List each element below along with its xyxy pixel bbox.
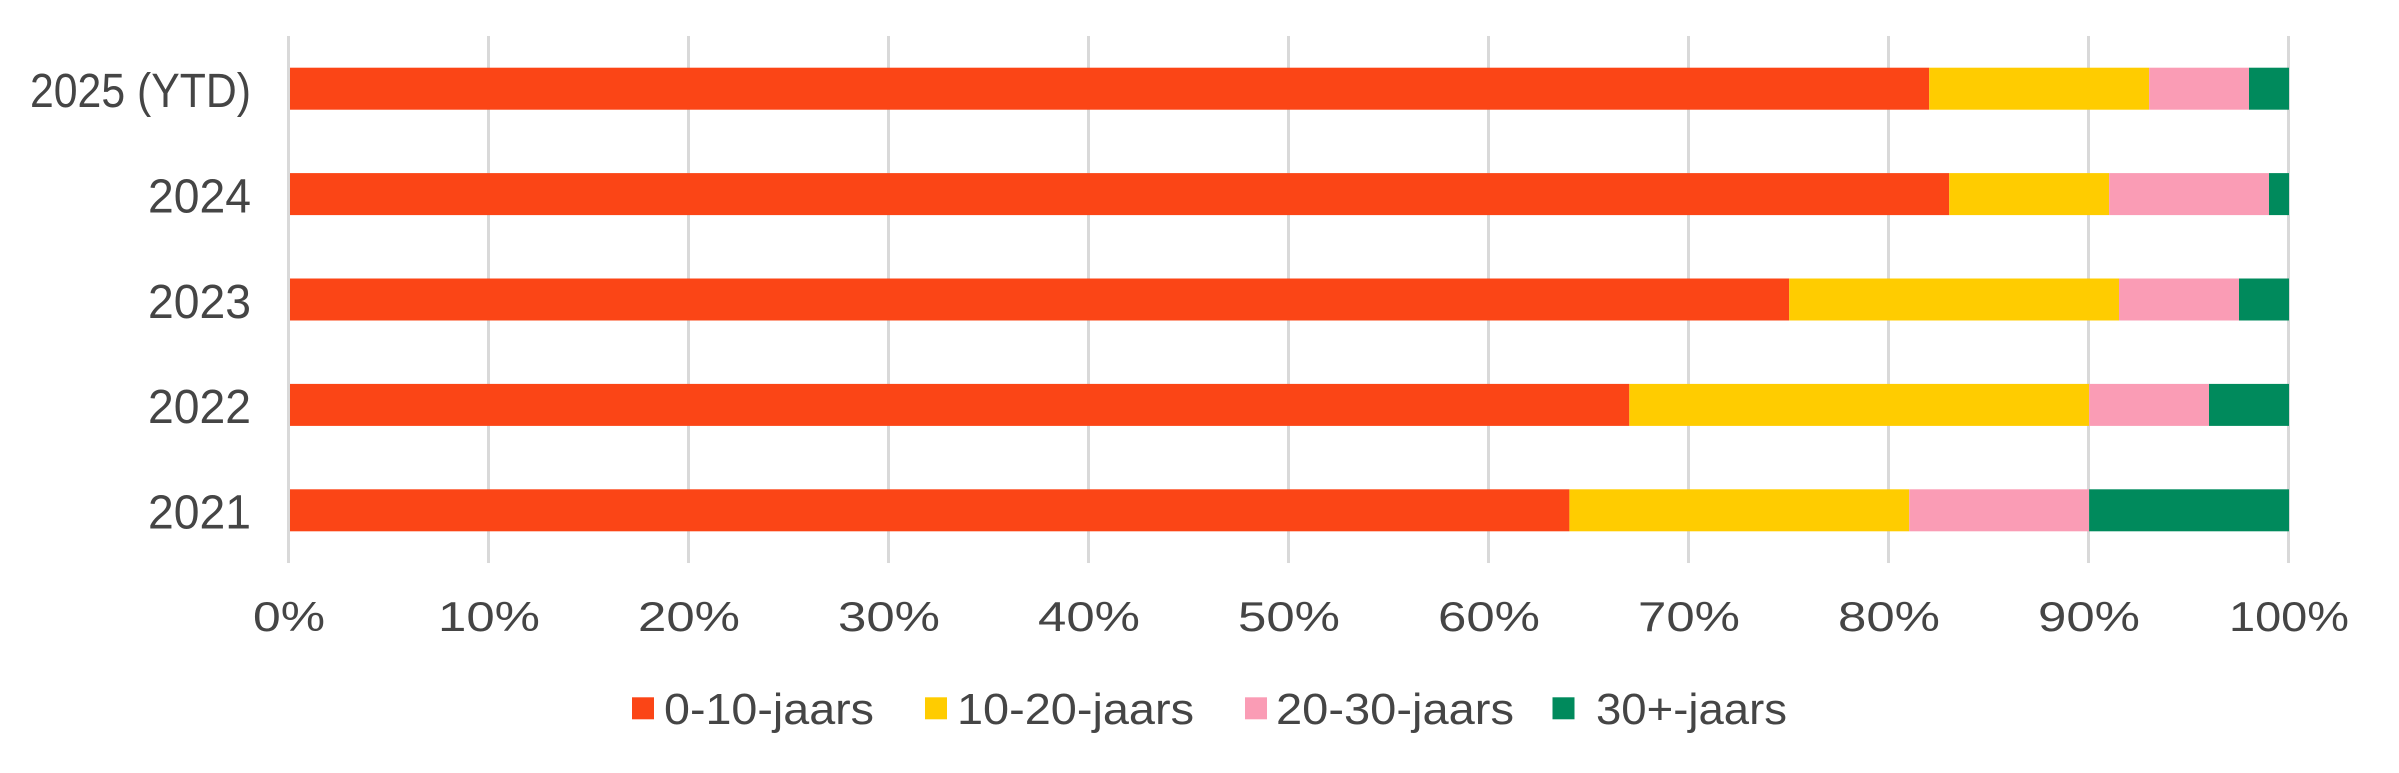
svg-text:2022: 2022 [148,381,251,434]
svg-text:100%: 100% [2229,593,2349,640]
svg-text:40%: 40% [1038,593,1140,640]
svg-text:2023: 2023 [148,276,251,329]
svg-text:90%: 90% [2038,593,2140,640]
svg-text:10%: 10% [438,593,540,640]
svg-text:2025 (YTD): 2025 (YTD) [30,65,251,118]
svg-text:50%: 50% [1238,593,1340,640]
svg-text:80%: 80% [1838,593,1940,640]
svg-text:2024: 2024 [148,170,251,223]
svg-text:30+-jaars: 30+-jaars [1596,685,1787,734]
svg-text:0%: 0% [253,593,325,640]
svg-text:2021: 2021 [148,487,251,540]
svg-text:30%: 30% [838,593,940,640]
svg-text:0-10-jaars: 0-10-jaars [664,685,874,734]
svg-text:20-30-jaars: 20-30-jaars [1276,685,1514,734]
svg-text:60%: 60% [1438,593,1540,640]
svg-text:10-20-jaars: 10-20-jaars [957,685,1194,734]
svg-text:20%: 20% [638,593,740,640]
svg-text:70%: 70% [1638,593,1740,640]
